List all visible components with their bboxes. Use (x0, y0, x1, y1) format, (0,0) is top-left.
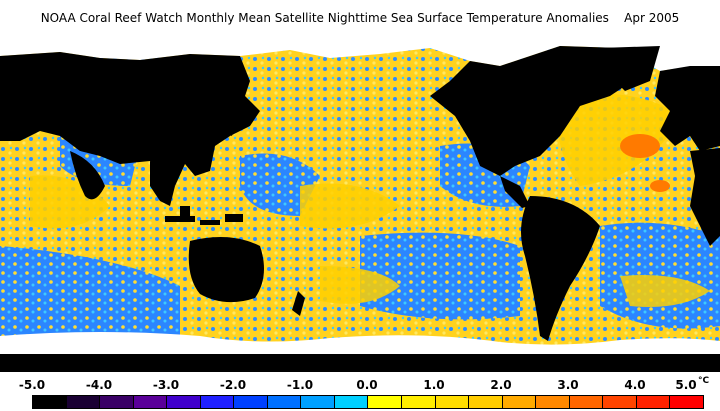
color-bar-segment (435, 396, 470, 408)
north-america (430, 46, 640, 176)
legend-tick: -5.0 (18, 378, 46, 392)
color-bar-segment (402, 396, 436, 408)
color-bar-segment (569, 396, 604, 408)
color-bar-segment (502, 396, 537, 408)
legend-tick: 5.0 (675, 378, 697, 392)
land (0, 46, 720, 341)
color-bar-segment (200, 396, 235, 408)
india (70, 151, 105, 200)
color-bar-segment (334, 396, 369, 408)
color-bar-segment (66, 396, 101, 408)
color-bar-segment (301, 396, 335, 408)
legend-tick: 2.0 (490, 378, 512, 392)
central-america (500, 176, 530, 208)
color-bar-segment (469, 396, 503, 408)
legend-tick: 1.0 (423, 378, 445, 392)
color-bar-segment (133, 396, 168, 408)
color-bar-segment (603, 396, 637, 408)
color-bar-segment (636, 396, 671, 408)
australia (188, 237, 264, 303)
world-map-svg (0, 36, 720, 372)
color-bar-segment (100, 396, 134, 408)
sst-anomaly-map (0, 36, 720, 372)
map-title: NOAA Coral Reef Watch Monthly Mean Satel… (40, 11, 680, 25)
legend-tick: 4.0 (624, 378, 646, 392)
legend-tick: -1.0 (286, 378, 314, 392)
color-bar-segment (33, 396, 67, 408)
new-zealand (292, 291, 305, 316)
south-america (521, 196, 600, 341)
eurasia (0, 52, 260, 186)
color-legend: -5.0 -4.0 -3.0 -2.0 -1.0 0.0 1.0 2.0 3.0… (0, 372, 720, 411)
arctic-ice (0, 36, 720, 71)
legend-unit: °C (698, 376, 710, 386)
legend-tick: -4.0 (85, 378, 113, 392)
antarctica-land (0, 354, 720, 372)
legend-tick: -3.0 (152, 378, 180, 392)
greenland (600, 46, 660, 91)
legend-tick: 0.0 (356, 378, 378, 392)
africa (690, 148, 720, 246)
legend-tick: -2.0 (219, 378, 247, 392)
europe (655, 66, 720, 151)
color-bar-segment (670, 396, 703, 408)
legend-tick: 3.0 (557, 378, 579, 392)
indonesia (165, 206, 243, 225)
color-bar-segment (536, 396, 570, 408)
southeast-asia (150, 161, 175, 206)
color-bar-segment (167, 396, 201, 408)
color-bar (32, 395, 704, 409)
color-bar-segment (267, 396, 302, 408)
japan (222, 111, 235, 136)
color-bar-segment (368, 396, 403, 408)
color-bar-segment (234, 396, 268, 408)
